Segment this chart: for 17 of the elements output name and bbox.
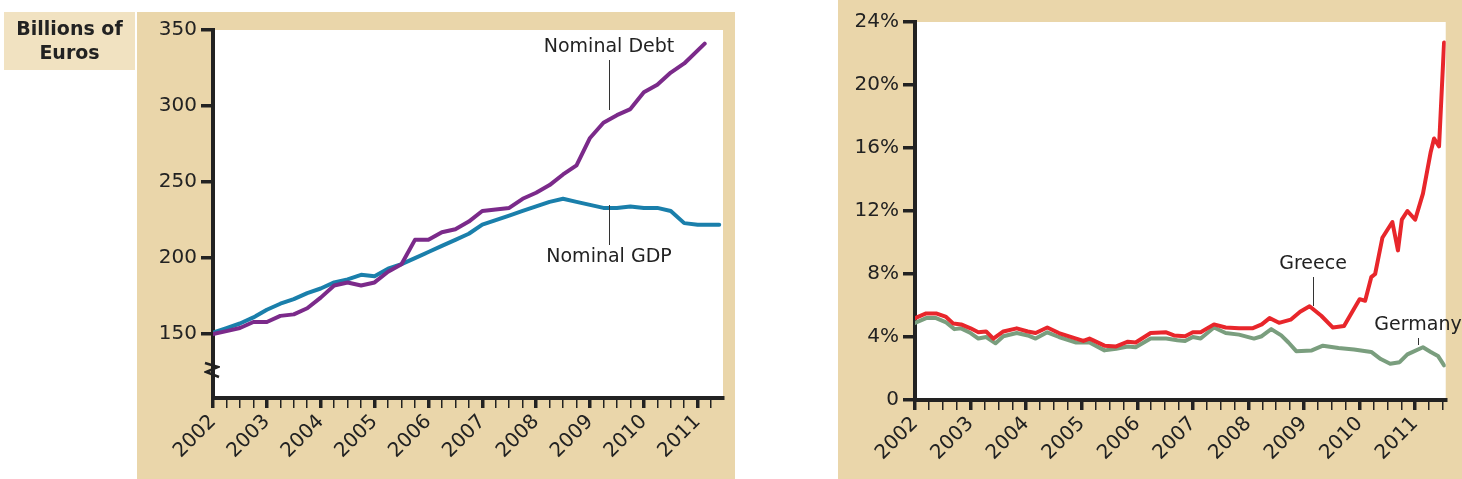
- series-label: Germany: [1374, 312, 1462, 335]
- y-tick-label: 150: [158, 320, 197, 345]
- y-tick-label: 0: [886, 386, 899, 411]
- y-tick-label: 300: [158, 92, 197, 117]
- y-tick-label: 24%: [854, 8, 899, 33]
- series-label: Greece: [1279, 251, 1347, 274]
- y-tick-label: 4%: [867, 323, 899, 348]
- y-tick-label: 16%: [854, 134, 899, 159]
- y-tick-label: 250: [158, 168, 197, 193]
- series-label: Nominal Debt: [543, 34, 675, 57]
- y-tick-label: 20%: [854, 71, 899, 96]
- y-axis-title: Billions of Euros: [4, 12, 135, 70]
- y-tick-label: 350: [158, 16, 197, 41]
- y-tick-label: 8%: [867, 260, 899, 285]
- series-label: Nominal GDP: [546, 244, 672, 267]
- y-tick-label: 200: [158, 244, 197, 269]
- y-tick-label: 12%: [854, 197, 899, 222]
